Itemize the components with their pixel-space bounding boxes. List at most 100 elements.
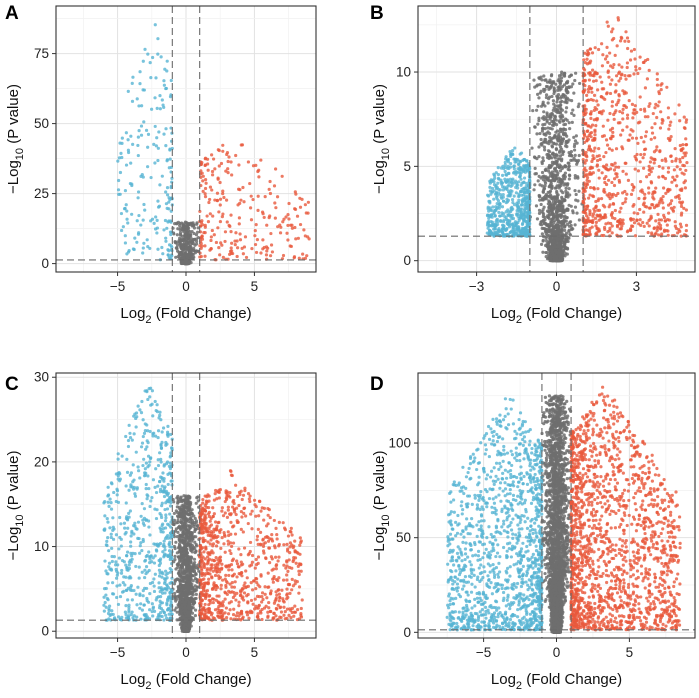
down-point — [517, 162, 521, 166]
down-point — [509, 154, 513, 159]
up-point — [583, 79, 587, 83]
up-point — [601, 164, 606, 168]
up-point — [582, 168, 586, 172]
up-point — [610, 210, 614, 215]
ns-point — [540, 143, 544, 147]
ns-point — [557, 150, 562, 154]
ns-point — [551, 199, 556, 203]
ns-point — [572, 148, 577, 152]
ns-point — [535, 217, 540, 221]
down-point — [491, 205, 495, 209]
up-point — [657, 164, 661, 169]
ns-point — [192, 231, 196, 236]
ns-point — [184, 246, 188, 250]
down-point — [494, 208, 498, 213]
ns-point — [576, 104, 580, 109]
down-point — [498, 193, 503, 197]
up-point — [646, 115, 650, 119]
down-point — [168, 157, 172, 161]
down-point — [527, 232, 531, 237]
up-point — [230, 173, 234, 177]
up-point — [679, 225, 683, 229]
panel-b-letter: B — [370, 3, 384, 24]
down-point — [490, 220, 495, 224]
down-point — [136, 153, 140, 158]
ns-point — [550, 127, 554, 131]
down-point — [126, 150, 131, 155]
ns-point — [179, 250, 183, 254]
ns-point — [533, 172, 537, 176]
down-point — [506, 160, 511, 164]
up-point — [634, 68, 638, 72]
down-point — [503, 214, 507, 219]
up-point — [673, 220, 677, 224]
up-point — [662, 186, 666, 190]
up-point — [684, 223, 689, 227]
up-point — [217, 148, 221, 153]
down-point — [496, 222, 500, 227]
up-point — [667, 127, 671, 131]
ns-point — [550, 136, 555, 140]
ns-point — [573, 139, 578, 143]
ns-point — [540, 161, 544, 166]
up-point — [603, 190, 607, 194]
ns-point — [176, 227, 180, 231]
up-point — [631, 217, 636, 221]
ns-point — [178, 612, 182, 616]
up-point — [215, 199, 219, 203]
up-point — [639, 107, 643, 112]
down-point — [489, 192, 493, 196]
up-point — [238, 188, 242, 192]
up-point — [650, 131, 655, 135]
down-point — [165, 159, 169, 163]
up-point — [650, 203, 654, 207]
up-point — [229, 160, 233, 164]
ns-point — [174, 540, 178, 544]
down-point — [164, 239, 168, 243]
up-point — [592, 156, 596, 161]
down-point — [156, 37, 160, 41]
up-point — [623, 200, 627, 204]
ns-point — [567, 177, 571, 181]
up-point — [598, 75, 602, 79]
up-point — [589, 172, 594, 176]
down-point — [154, 76, 158, 80]
up-point — [609, 167, 613, 171]
ns-point — [560, 84, 565, 89]
ns-point — [541, 250, 545, 254]
ns-point — [554, 147, 558, 151]
up-point — [592, 207, 596, 211]
ns-point — [184, 235, 188, 239]
down-point — [133, 236, 137, 240]
down-point — [488, 230, 492, 234]
up-point — [608, 51, 612, 55]
ns-point — [553, 134, 557, 138]
down-point — [146, 52, 150, 56]
up-point — [678, 222, 683, 226]
up-point — [683, 186, 688, 190]
down-point — [129, 134, 133, 138]
ns-point — [545, 131, 549, 135]
up-point — [294, 237, 298, 241]
ns-point — [548, 117, 552, 121]
up-point — [206, 220, 211, 224]
ns-point — [556, 104, 560, 108]
ns-point — [537, 116, 541, 120]
up-point — [208, 197, 212, 202]
ns-point — [179, 239, 183, 243]
ns-point — [561, 152, 565, 156]
up-point — [679, 234, 683, 238]
down-point — [153, 96, 157, 100]
up-point — [589, 110, 593, 114]
down-point — [513, 220, 517, 224]
up-point — [212, 157, 216, 161]
up-point — [203, 157, 207, 161]
ns-point — [564, 87, 569, 91]
up-point — [643, 147, 648, 151]
up-point — [207, 200, 211, 205]
down-point — [523, 199, 527, 203]
ns-point — [551, 213, 555, 217]
up-point — [235, 254, 239, 259]
down-point — [501, 234, 506, 238]
ns-point — [574, 71, 578, 75]
